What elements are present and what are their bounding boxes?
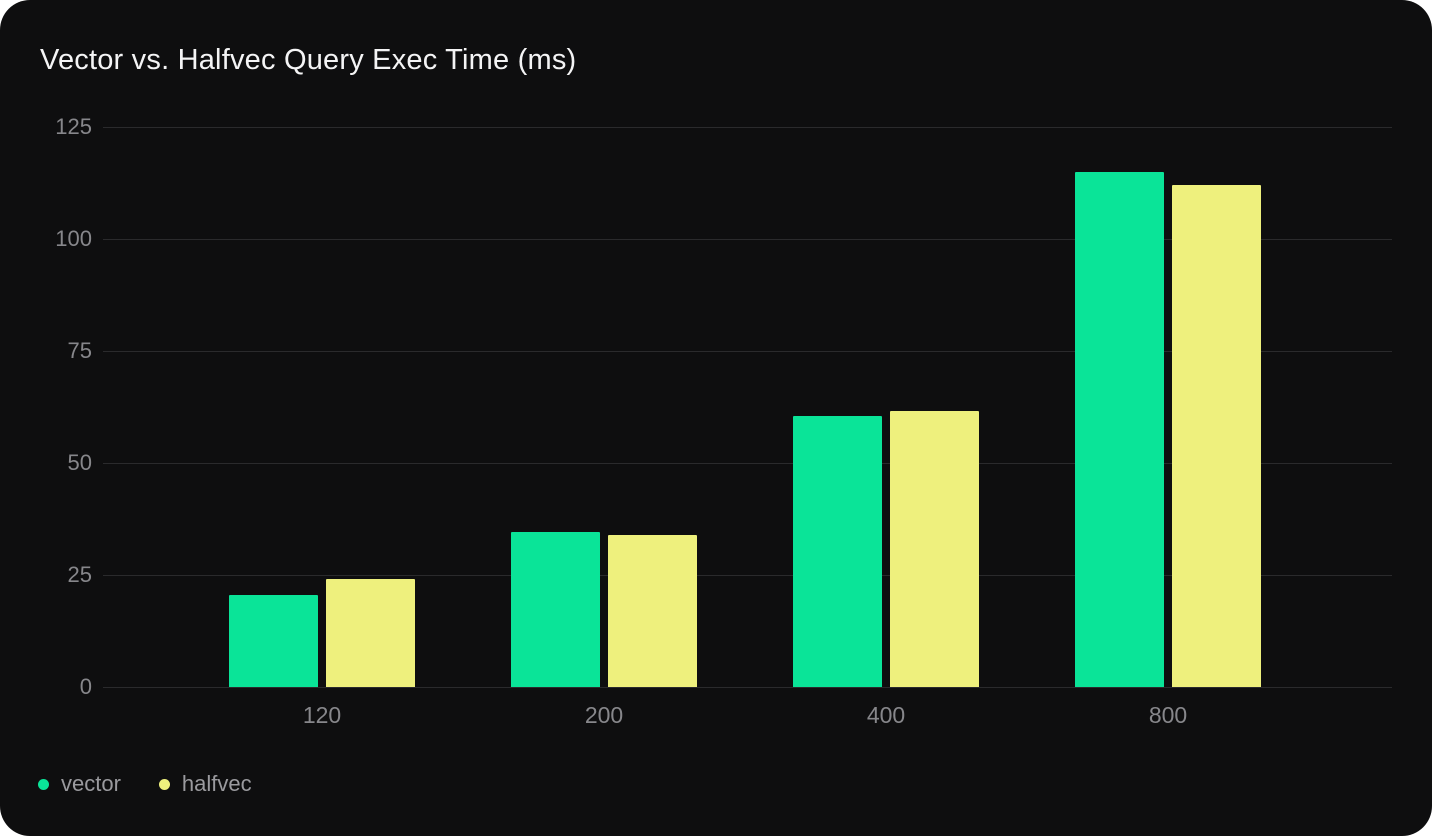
legend-label: vector [61, 771, 121, 796]
legend-item-halfvec[interactable]: halfvec [158, 771, 252, 797]
gridline-y-75 [103, 351, 1392, 352]
bar-vector-800[interactable] [1075, 171, 1164, 687]
legend-dot-icon [38, 778, 49, 790]
gridline-y-50 [103, 463, 1392, 464]
y-tick-label: 75 [67, 338, 92, 363]
x-tick-label-800: 800 [1148, 702, 1188, 728]
legend-dot-icon [158, 778, 170, 790]
gridline-y-0 [103, 687, 1392, 688]
y-tick-label: 100 [55, 226, 92, 251]
legend: vector halfvec [38, 771, 252, 797]
bar-vector-200[interactable] [511, 532, 600, 687]
bar-halfvec-200[interactable] [608, 534, 697, 687]
y-tick-label: 25 [67, 562, 92, 587]
x-tick-label-120: 120 [302, 702, 342, 728]
gridline-y-25 [103, 575, 1392, 576]
bar-halfvec-120[interactable] [326, 579, 415, 687]
bar-vector-120[interactable] [229, 595, 318, 687]
bar-halfvec-800[interactable] [1172, 185, 1261, 687]
legend-item-vector[interactable]: vector [38, 771, 121, 797]
bar-vector-400[interactable] [793, 415, 882, 687]
x-tick-label-400: 400 [866, 702, 906, 728]
y-tick-label: 125 [55, 114, 92, 139]
plot-area [103, 127, 1392, 688]
gridline-y-125 [103, 127, 1392, 128]
bar-halfvec-400[interactable] [890, 411, 979, 687]
legend-label: halfvec [181, 771, 252, 796]
x-tick-label-200: 200 [584, 702, 624, 728]
y-tick-label: 0 [79, 674, 92, 699]
gridline-y-100 [103, 239, 1392, 240]
chart-title: Vector vs. Halfvec Query Exec Time (ms) [40, 44, 577, 76]
y-tick-label: 50 [67, 450, 92, 475]
